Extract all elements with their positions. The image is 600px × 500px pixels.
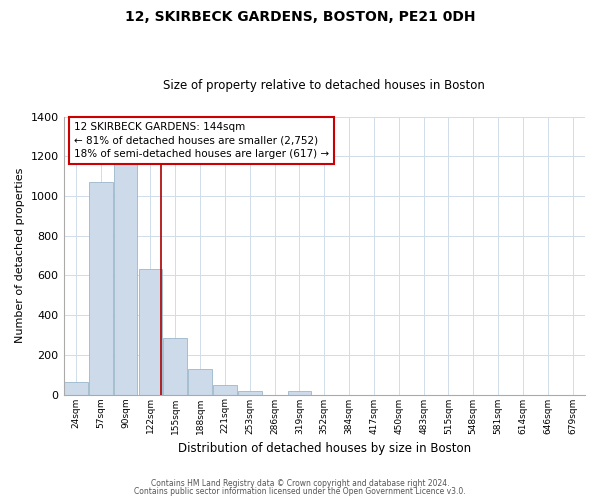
Y-axis label: Number of detached properties: Number of detached properties: [15, 168, 25, 344]
Bar: [139, 268, 162, 394]
Bar: [287, 390, 311, 394]
Bar: [114, 164, 137, 394]
Text: 12 SKIRBECK GARDENS: 144sqm
← 81% of detached houses are smaller (2,752)
18% of : 12 SKIRBECK GARDENS: 144sqm ← 81% of det…: [74, 122, 329, 158]
Bar: [64, 382, 88, 394]
Bar: [89, 182, 113, 394]
Bar: [163, 338, 187, 394]
Bar: [213, 385, 237, 394]
Text: 12, SKIRBECK GARDENS, BOSTON, PE21 0DH: 12, SKIRBECK GARDENS, BOSTON, PE21 0DH: [125, 10, 475, 24]
Title: Size of property relative to detached houses in Boston: Size of property relative to detached ho…: [163, 79, 485, 92]
X-axis label: Distribution of detached houses by size in Boston: Distribution of detached houses by size …: [178, 442, 471, 455]
Text: Contains public sector information licensed under the Open Government Licence v3: Contains public sector information licen…: [134, 487, 466, 496]
Bar: [238, 390, 262, 394]
Bar: [188, 368, 212, 394]
Text: Contains HM Land Registry data © Crown copyright and database right 2024.: Contains HM Land Registry data © Crown c…: [151, 478, 449, 488]
